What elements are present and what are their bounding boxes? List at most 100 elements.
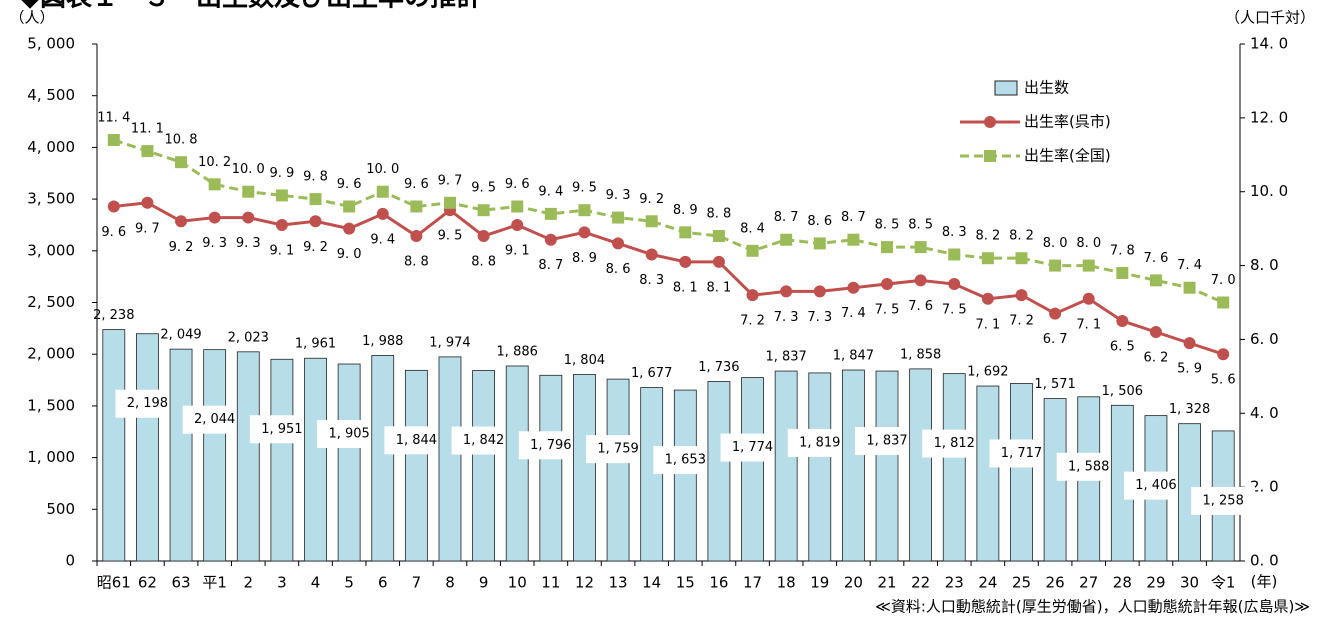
line-value-label: 11. 1 <box>131 122 164 137</box>
marker <box>275 218 288 231</box>
bar-value-label: 1, 677 <box>631 366 672 381</box>
y-tick-label: 500 <box>46 500 75 518</box>
bar-value-label: 1, 812 <box>934 436 975 451</box>
line-value-label: 7. 0 <box>1211 273 1236 288</box>
x-tick-label: 17 <box>743 574 762 592</box>
y-axis-label: （人） <box>9 9 54 27</box>
bar-value-label: 1, 819 <box>799 435 840 450</box>
x-tick-label: 29 <box>1146 574 1165 592</box>
label-box <box>182 405 247 434</box>
marker <box>679 255 692 268</box>
line-value-label: 8. 0 <box>1076 236 1101 251</box>
line-value-label: 8. 8 <box>404 255 429 270</box>
bar-value-label: 1, 905 <box>328 427 369 442</box>
line-value-label: 8. 7 <box>841 210 866 225</box>
marker <box>914 274 927 287</box>
y-tick-label: 4, 500 <box>27 86 75 104</box>
legend-swatch <box>994 80 1018 96</box>
line-value-label: 9. 3 <box>606 188 631 203</box>
label-box <box>115 389 180 418</box>
marker <box>948 278 961 291</box>
y-tick-label: 3, 000 <box>27 241 75 259</box>
x-tick-label: 22 <box>911 574 930 592</box>
bar-value-label: 1, 506 <box>1102 384 1143 399</box>
x-tick-label: 5 <box>344 574 354 592</box>
y-tick-label: 2, 000 <box>27 345 75 363</box>
x-tick-label: 9 <box>479 574 489 592</box>
bar <box>438 356 462 562</box>
line-value-label: 9. 5 <box>471 181 496 196</box>
marker <box>544 207 557 220</box>
marker <box>175 215 188 228</box>
bar <box>741 377 764 562</box>
marker <box>813 237 826 250</box>
bar <box>505 365 529 562</box>
x-tick-label: 24 <box>978 574 997 592</box>
marker <box>242 185 255 198</box>
line-value-label: 8. 7 <box>538 258 563 273</box>
bar <box>909 368 933 562</box>
x-tick-label: 16 <box>709 574 728 592</box>
x-axis-label: (年) <box>1251 573 1278 591</box>
x-tick-label: 8 <box>445 574 455 592</box>
marker <box>1049 307 1062 320</box>
label-box <box>855 427 920 456</box>
line-value-label: 6. 5 <box>1110 339 1135 354</box>
x-tick-label: 62 <box>138 574 157 592</box>
x-tick-label: 12 <box>575 574 594 592</box>
line-value-label: 8. 8 <box>471 255 496 270</box>
bar <box>539 374 563 562</box>
x-tick-label: 10 <box>508 574 527 592</box>
bar-value-label: 2, 238 <box>93 308 134 323</box>
line-value-label: 9. 6 <box>505 177 530 192</box>
line-value-label: 7. 1 <box>1076 317 1101 332</box>
marker <box>578 204 591 217</box>
y-tick-label: 1, 000 <box>27 448 75 466</box>
marker <box>1015 252 1028 265</box>
marker <box>1116 266 1129 279</box>
bar <box>337 363 361 562</box>
marker <box>511 218 524 231</box>
bar-value-label: 1, 588 <box>1068 459 1109 474</box>
y-tick-label: 2, 500 <box>27 293 75 311</box>
label-box <box>720 433 785 462</box>
bar-value-label: 1, 951 <box>261 422 302 437</box>
line-value-label: 10. 0 <box>366 162 399 177</box>
marker <box>612 211 625 224</box>
marker <box>1049 259 1062 272</box>
line-value-label: 9. 7 <box>135 221 160 236</box>
line-value-label: 9. 6 <box>337 177 362 192</box>
x-tick-label: 7 <box>412 574 422 592</box>
marker <box>376 207 389 220</box>
y-tick-label: 3, 500 <box>27 190 75 208</box>
bar <box>976 385 1000 562</box>
bar <box>573 374 596 562</box>
marker <box>746 289 759 302</box>
line-value-label: 9. 4 <box>538 184 563 199</box>
label-box <box>451 426 516 455</box>
x-tick-label: 27 <box>1079 574 1098 592</box>
line-value-label: 8. 6 <box>606 262 631 277</box>
marker <box>612 237 625 250</box>
marker <box>410 200 423 213</box>
marker <box>343 222 356 235</box>
line-value-label: 7. 2 <box>740 314 765 329</box>
y2-tick-label: 8. 0 <box>1250 256 1279 274</box>
marker <box>914 241 927 254</box>
bar-value-label: 1, 406 <box>1135 478 1176 493</box>
line-value-label: 9. 2 <box>169 240 194 255</box>
label-box <box>922 429 987 458</box>
bar-value-label: 1, 837 <box>765 350 806 365</box>
label-box <box>518 431 583 460</box>
line-value-label: 5. 9 <box>1177 362 1202 377</box>
marker <box>948 248 961 261</box>
bar-value-label: 2, 049 <box>160 328 201 343</box>
bar <box>942 373 966 562</box>
marker <box>309 193 322 206</box>
bar-value-label: 1, 796 <box>530 438 571 453</box>
chart-title: ◆図表１－３ 出生数及び出生率の推計 <box>20 0 482 13</box>
marker <box>208 211 221 224</box>
line-value-label: 7. 3 <box>807 310 832 325</box>
x-tick-label: 令1 <box>1211 574 1236 592</box>
bar <box>371 355 395 562</box>
